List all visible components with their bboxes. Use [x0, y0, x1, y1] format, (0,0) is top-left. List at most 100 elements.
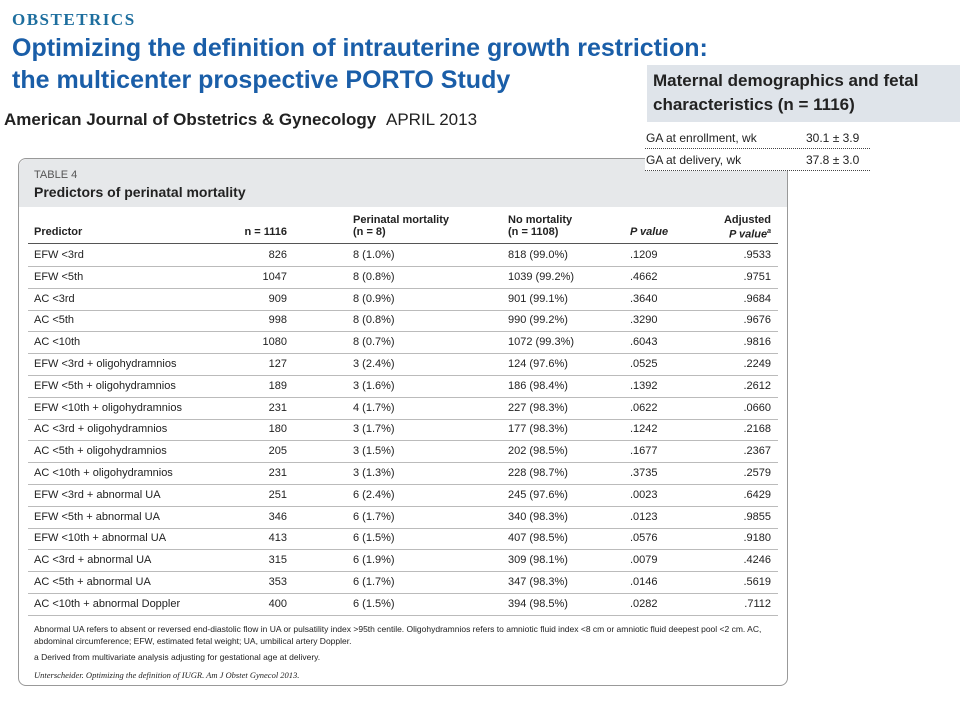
table-cell: 826 [268, 249, 287, 261]
table-cell: .0622 [630, 401, 658, 414]
table-cell: 227 (98.3%) [508, 401, 568, 414]
row-rule [28, 353, 778, 355]
table-cell: 901 (99.1%) [508, 292, 568, 305]
row-rule [28, 505, 778, 507]
table-cell: 186 (98.4%) [508, 379, 568, 392]
table-cell: EFW <3rd + abnormal UA [34, 488, 161, 501]
table-cell: 3 (1.6%) [353, 379, 395, 392]
row-rule [28, 331, 778, 333]
table-cell: 231 [268, 467, 287, 479]
table-cell: EFW <5th [34, 270, 84, 283]
table-cell: 3 (1.3%) [353, 467, 395, 479]
table-cell: .4662 [630, 270, 658, 283]
table-cell: EFW <10th + oligohydramnios [34, 401, 182, 414]
column-header: P valuea [728, 228, 771, 241]
table-cell: .1242 [630, 423, 658, 436]
table-cell: 205 [268, 445, 287, 458]
table-cell: 6 (2.4%) [353, 488, 395, 501]
table-cell: AC <5th + abnormal UA [34, 576, 151, 588]
table-cell: .9751 [743, 270, 771, 283]
table-cell: 6 (1.7%) [353, 576, 395, 588]
table-cell: .4246 [743, 554, 771, 567]
footnote: a Derived from multivariate analysis adj… [34, 651, 321, 662]
overlay-row: GA at delivery, wk 37.8 ± 3.0 [645, 149, 870, 171]
table-cell: .9676 [743, 314, 771, 327]
table-cell: 1047 [262, 270, 287, 283]
title-line: the multicenter prospective PORTO Study [12, 66, 511, 94]
date: APRIL 2013 [386, 110, 478, 129]
column-header: n = 1116 [244, 226, 287, 238]
section-label: OBSTETRICS [12, 10, 136, 29]
column-header: No mortality [508, 214, 573, 226]
table-cell: 8 (0.9%) [353, 292, 395, 305]
table-cell: .2579 [743, 467, 771, 479]
table-cell: .3290 [630, 314, 658, 327]
row-rule [28, 549, 778, 551]
table-cell: 245 (97.6%) [508, 488, 568, 501]
table-cell: .1209 [630, 249, 658, 261]
footnote-mark: a [767, 228, 771, 235]
table-cell: EFW <10th + abnormal UA [34, 532, 167, 545]
row-rule [28, 287, 778, 289]
table-cell: .0282 [630, 597, 658, 610]
row-rule [28, 462, 778, 464]
row-rule [28, 440, 778, 442]
table-cell: EFW <3rd + oligohydramnios [34, 358, 177, 370]
table-cell: 3 (2.4%) [353, 358, 395, 370]
overlay-box [647, 65, 960, 122]
table-cell: 8 (0.7%) [353, 336, 395, 349]
footnote: Unterscheider. Optimizing the definition… [34, 669, 300, 680]
table-cell: .1392 [630, 379, 658, 392]
table-label: TABLE 4 [34, 169, 78, 181]
table-cell: 818 (99.0%) [508, 249, 568, 261]
table-cell: .3735 [630, 467, 658, 479]
table-cell: .9684 [743, 292, 771, 305]
overlay-cell: GA at delivery, wk [646, 153, 742, 167]
table-cell: AC <3rd [34, 292, 75, 305]
table-cell: 400 [268, 597, 287, 610]
table-cell: .9533 [743, 249, 771, 261]
column-header: (n = 1108) [508, 226, 559, 238]
header-rule [28, 243, 778, 244]
overlay-row: GA at enrollment, wk 30.1 ± 3.9 [645, 127, 870, 149]
table-cell: 346 [268, 510, 287, 523]
table-cell: 394 (98.5%) [508, 597, 568, 610]
table-cell: AC <5th + oligohydramnios [34, 445, 167, 458]
table-cell: 990 (99.2%) [508, 314, 568, 327]
table-cell: .6429 [743, 488, 771, 501]
column-header: Predictor [34, 226, 83, 238]
table-cell: 180 [268, 423, 287, 436]
table-cell: 124 (97.6%) [508, 358, 568, 370]
table-cell: 309 (98.1%) [508, 554, 568, 567]
table-cell: 6 (1.5%) [353, 597, 395, 610]
table-cell: EFW <3rd [34, 249, 84, 261]
table-cell: 4 (1.7%) [353, 401, 395, 414]
table-cell: .3640 [630, 292, 658, 305]
column-header: Perinatal mortality [353, 214, 449, 226]
table-cell: .7112 [744, 597, 771, 610]
table-cell: AC <10th [34, 336, 81, 349]
table-cell: 998 [268, 314, 287, 327]
table-cell: 6 (1.5%) [353, 532, 395, 545]
overlay-title: Maternal demographics and fetal characte… [653, 71, 919, 114]
table-cell: 1072 (99.3%) [508, 336, 575, 349]
table-cell: 177 (98.3%) [508, 423, 568, 436]
table-cell: .0123 [630, 510, 658, 523]
table-cell: 909 [268, 292, 287, 305]
table-cell: .0023 [630, 488, 658, 501]
overlay-cell: 30.1 ± 3.9 [806, 131, 860, 145]
table-cell: AC <10th + oligohydramnios [34, 467, 173, 479]
row-rule [28, 527, 778, 529]
table-cell: EFW <5th + abnormal UA [34, 510, 160, 523]
table-cell: EFW <5th + oligohydramnios [34, 379, 176, 392]
table-cell: .1677 [630, 445, 658, 458]
row-rule [28, 614, 778, 616]
table-cell: .0146 [630, 576, 658, 588]
table-cell: .0525 [630, 358, 658, 370]
row-rule [28, 309, 778, 311]
row-rule [28, 418, 778, 420]
row-rule [28, 266, 778, 267]
column-header: (n = 8) [353, 226, 386, 238]
table-cell: 202 (98.5%) [508, 445, 568, 458]
